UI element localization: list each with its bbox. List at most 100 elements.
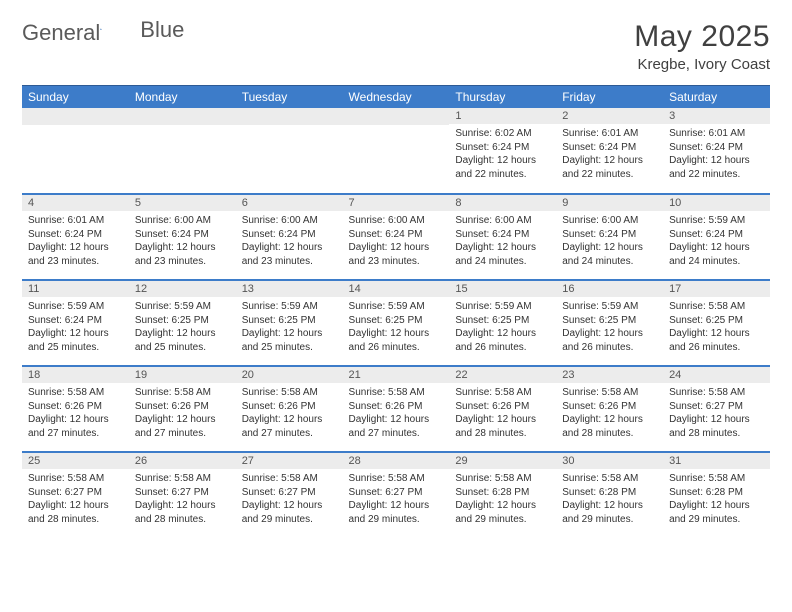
calendar-row: 4Sunrise: 6:01 AMSunset: 6:24 PMDaylight… — [22, 194, 770, 280]
daylight-line: Daylight: 12 hours and 22 minutes. — [669, 154, 764, 181]
sunset-line: Sunset: 6:26 PM — [349, 400, 444, 414]
sunset-line: Sunset: 6:24 PM — [455, 228, 550, 242]
day-number: 10 — [663, 195, 770, 211]
day-details: Sunrise: 6:00 AMSunset: 6:24 PMDaylight:… — [129, 211, 236, 272]
day-details: Sunrise: 5:58 AMSunset: 6:27 PMDaylight:… — [343, 469, 450, 530]
calendar-cell: 12Sunrise: 5:59 AMSunset: 6:25 PMDayligh… — [129, 280, 236, 366]
calendar-row: 18Sunrise: 5:58 AMSunset: 6:26 PMDayligh… — [22, 366, 770, 452]
day-details: Sunrise: 6:00 AMSunset: 6:24 PMDaylight:… — [236, 211, 343, 272]
calendar-cell: 3Sunrise: 6:01 AMSunset: 6:24 PMDaylight… — [663, 108, 770, 194]
sunset-line: Sunset: 6:28 PM — [562, 486, 657, 500]
sunrise-line: Sunrise: 6:01 AM — [562, 127, 657, 141]
day-number: 22 — [449, 367, 556, 383]
calendar-cell: 24Sunrise: 5:58 AMSunset: 6:27 PMDayligh… — [663, 366, 770, 452]
sunrise-line: Sunrise: 5:58 AM — [669, 386, 764, 400]
day-details: Sunrise: 5:59 AMSunset: 6:24 PMDaylight:… — [663, 211, 770, 272]
sunrise-line: Sunrise: 5:59 AM — [28, 300, 123, 314]
sunset-line: Sunset: 6:25 PM — [562, 314, 657, 328]
sunrise-line: Sunrise: 5:58 AM — [562, 386, 657, 400]
sunset-line: Sunset: 6:25 PM — [455, 314, 550, 328]
sunset-line: Sunset: 6:24 PM — [28, 314, 123, 328]
day-number-empty — [343, 108, 450, 125]
sunset-line: Sunset: 6:28 PM — [455, 486, 550, 500]
calendar-page: General Blue May 2025 Kregbe, Ivory Coas… — [0, 0, 792, 548]
sunset-line: Sunset: 6:25 PM — [669, 314, 764, 328]
day-number: 20 — [236, 367, 343, 383]
day-details: Sunrise: 5:58 AMSunset: 6:28 PMDaylight:… — [556, 469, 663, 530]
day-details: Sunrise: 6:00 AMSunset: 6:24 PMDaylight:… — [449, 211, 556, 272]
daylight-line: Daylight: 12 hours and 29 minutes. — [242, 499, 337, 526]
calendar-row: 25Sunrise: 5:58 AMSunset: 6:27 PMDayligh… — [22, 452, 770, 538]
day-number: 8 — [449, 195, 556, 211]
day-details: Sunrise: 5:59 AMSunset: 6:25 PMDaylight:… — [129, 297, 236, 358]
day-details: Sunrise: 5:59 AMSunset: 6:25 PMDaylight:… — [236, 297, 343, 358]
day-number: 16 — [556, 281, 663, 297]
calendar-cell: 9Sunrise: 6:00 AMSunset: 6:24 PMDaylight… — [556, 194, 663, 280]
day-number: 28 — [343, 453, 450, 469]
sunrise-line: Sunrise: 6:00 AM — [135, 214, 230, 228]
calendar-cell: 28Sunrise: 5:58 AMSunset: 6:27 PMDayligh… — [343, 452, 450, 538]
day-details: Sunrise: 6:01 AMSunset: 6:24 PMDaylight:… — [556, 124, 663, 185]
day-number: 29 — [449, 453, 556, 469]
day-number: 13 — [236, 281, 343, 297]
sunrise-line: Sunrise: 5:58 AM — [242, 472, 337, 486]
sunset-line: Sunset: 6:24 PM — [349, 228, 444, 242]
calendar-cell: 25Sunrise: 5:58 AMSunset: 6:27 PMDayligh… — [22, 452, 129, 538]
day-number: 6 — [236, 195, 343, 211]
calendar-cell: 11Sunrise: 5:59 AMSunset: 6:24 PMDayligh… — [22, 280, 129, 366]
calendar-cell: 10Sunrise: 5:59 AMSunset: 6:24 PMDayligh… — [663, 194, 770, 280]
daylight-line: Daylight: 12 hours and 25 minutes. — [135, 327, 230, 354]
daylight-line: Daylight: 12 hours and 24 minutes. — [562, 241, 657, 268]
calendar-cell: 17Sunrise: 5:58 AMSunset: 6:25 PMDayligh… — [663, 280, 770, 366]
calendar-cell — [22, 108, 129, 194]
sunset-line: Sunset: 6:24 PM — [455, 141, 550, 155]
day-number: 18 — [22, 367, 129, 383]
day-details: Sunrise: 5:58 AMSunset: 6:26 PMDaylight:… — [556, 383, 663, 444]
sunrise-line: Sunrise: 5:59 AM — [455, 300, 550, 314]
day-number: 19 — [129, 367, 236, 383]
day-details: Sunrise: 5:58 AMSunset: 6:26 PMDaylight:… — [343, 383, 450, 444]
weekday-header: Tuesday — [236, 86, 343, 109]
sunrise-line: Sunrise: 5:58 AM — [562, 472, 657, 486]
day-details: Sunrise: 5:58 AMSunset: 6:26 PMDaylight:… — [22, 383, 129, 444]
day-details: Sunrise: 6:00 AMSunset: 6:24 PMDaylight:… — [343, 211, 450, 272]
sunrise-line: Sunrise: 5:58 AM — [349, 386, 444, 400]
calendar-cell: 20Sunrise: 5:58 AMSunset: 6:26 PMDayligh… — [236, 366, 343, 452]
day-details: Sunrise: 5:59 AMSunset: 6:25 PMDaylight:… — [449, 297, 556, 358]
day-number: 5 — [129, 195, 236, 211]
sunset-line: Sunset: 6:24 PM — [28, 228, 123, 242]
sunrise-line: Sunrise: 5:58 AM — [135, 386, 230, 400]
calendar-cell: 27Sunrise: 5:58 AMSunset: 6:27 PMDayligh… — [236, 452, 343, 538]
day-number: 14 — [343, 281, 450, 297]
day-number: 1 — [449, 108, 556, 124]
sunrise-line: Sunrise: 5:58 AM — [669, 300, 764, 314]
day-number: 24 — [663, 367, 770, 383]
day-number: 12 — [129, 281, 236, 297]
brand-word-1: General — [22, 20, 100, 46]
daylight-line: Daylight: 12 hours and 26 minutes. — [349, 327, 444, 354]
day-number: 17 — [663, 281, 770, 297]
sunset-line: Sunset: 6:26 PM — [135, 400, 230, 414]
weekday-header: Sunday — [22, 86, 129, 109]
sunset-line: Sunset: 6:26 PM — [242, 400, 337, 414]
calendar-cell: 18Sunrise: 5:58 AMSunset: 6:26 PMDayligh… — [22, 366, 129, 452]
calendar-cell — [236, 108, 343, 194]
day-details: Sunrise: 5:58 AMSunset: 6:26 PMDaylight:… — [236, 383, 343, 444]
day-details: Sunrise: 6:01 AMSunset: 6:24 PMDaylight:… — [22, 211, 129, 272]
sunrise-line: Sunrise: 5:59 AM — [349, 300, 444, 314]
brand-logo: General Blue — [22, 20, 184, 46]
calendar-cell — [343, 108, 450, 194]
daylight-line: Daylight: 12 hours and 22 minutes. — [562, 154, 657, 181]
day-number: 30 — [556, 453, 663, 469]
title-block: May 2025 Kregbe, Ivory Coast — [634, 20, 770, 73]
day-details: Sunrise: 6:00 AMSunset: 6:24 PMDaylight:… — [556, 211, 663, 272]
sunset-line: Sunset: 6:26 PM — [28, 400, 123, 414]
weekday-row: SundayMondayTuesdayWednesdayThursdayFrid… — [22, 86, 770, 109]
sunrise-line: Sunrise: 5:59 AM — [242, 300, 337, 314]
weekday-header: Wednesday — [343, 86, 450, 109]
daylight-line: Daylight: 12 hours and 26 minutes. — [455, 327, 550, 354]
weekday-header: Monday — [129, 86, 236, 109]
sunset-line: Sunset: 6:27 PM — [135, 486, 230, 500]
daylight-line: Daylight: 12 hours and 26 minutes. — [562, 327, 657, 354]
day-number: 21 — [343, 367, 450, 383]
